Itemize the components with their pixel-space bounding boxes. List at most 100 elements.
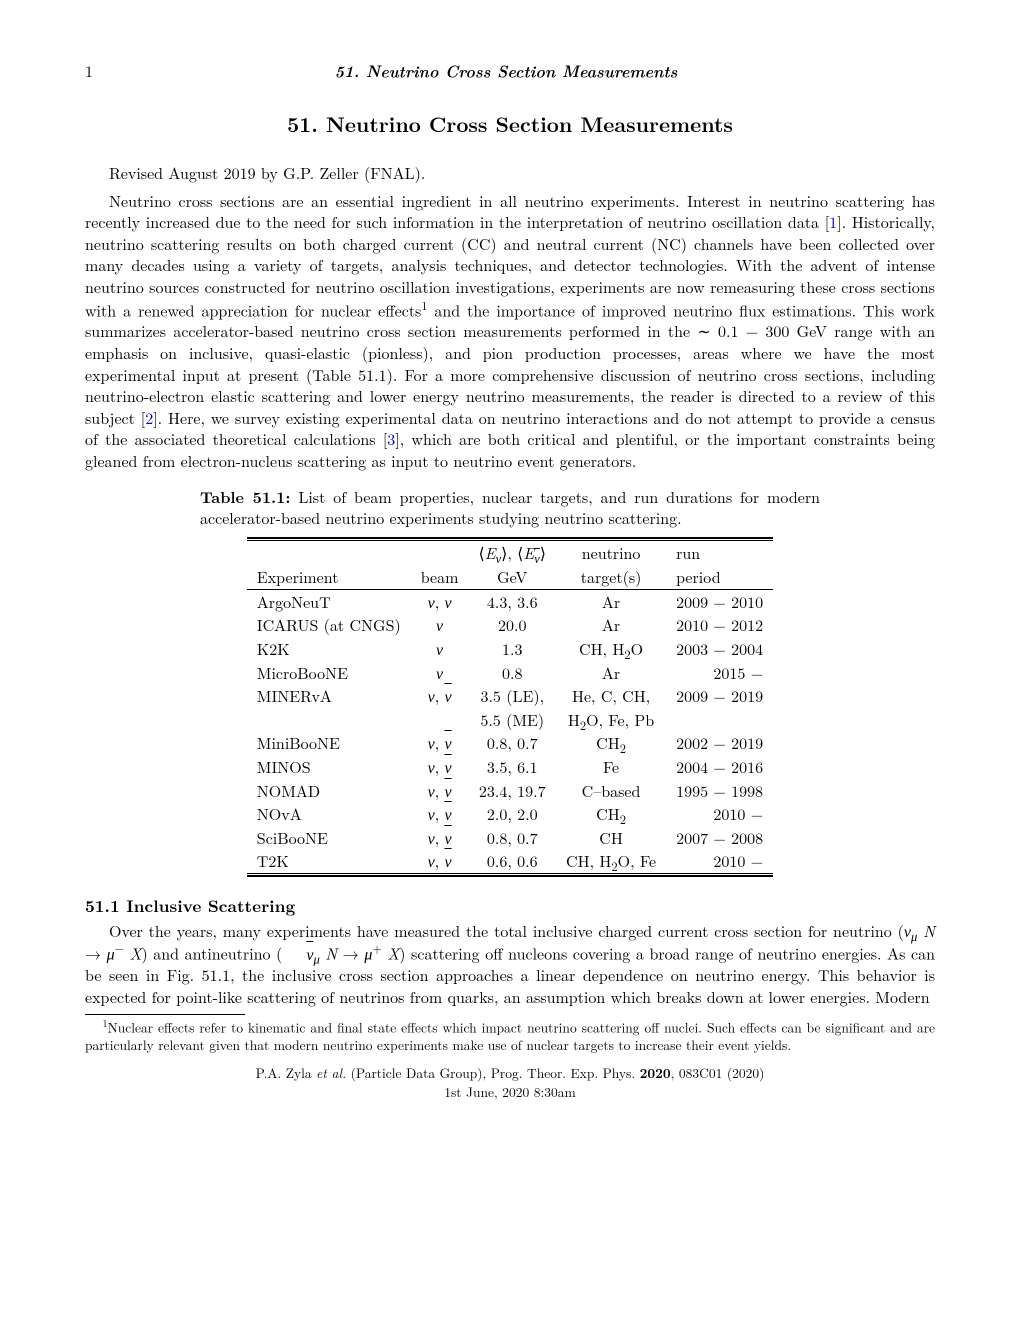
cell-target: Ar bbox=[556, 661, 666, 685]
col-target-top: neutrino bbox=[556, 540, 666, 565]
col-energy-bot: GeV bbox=[468, 565, 556, 589]
col-experiment-label: Experiment bbox=[247, 565, 411, 589]
cell-run: 2007 − 2008 bbox=[666, 826, 773, 850]
table-row: ICARUS (at CNGS) ν 20.0 Ar 2010 − 2012 bbox=[247, 613, 773, 637]
cell-beam: ν bbox=[411, 613, 469, 637]
section-heading: 51.1 Inclusive Scattering bbox=[85, 895, 935, 918]
cell-beam: ν, ν bbox=[411, 684, 469, 708]
table-caption-text: List of beam properties, nuclear targets… bbox=[200, 485, 820, 530]
cell-exp: SciBooNE bbox=[247, 826, 411, 850]
cell-beam: ν, ν bbox=[411, 779, 469, 803]
document-title: 51. Neutrino Cross Section Measurements bbox=[85, 110, 935, 138]
cell-run: 2009 − 2010 bbox=[666, 589, 773, 613]
cell-energy: 23.4, 19.7 bbox=[468, 779, 556, 803]
cell-energy: 2.0, 2.0 bbox=[468, 802, 556, 826]
footer-line-1: P.A. Zyla et al. (Particle Data Group), … bbox=[85, 1064, 935, 1082]
experiments-table: ⟨Eν⟩, ⟨Eν⟩ neutrino run Experiment beam … bbox=[247, 537, 773, 877]
section-body: Over the years, many experiments have me… bbox=[85, 920, 935, 1008]
ref-link-1[interactable]: 1 bbox=[829, 210, 837, 233]
footer-text-bold: 2020 bbox=[640, 1063, 671, 1082]
table-row: MINOS ν, ν 3.5, 6.1 Fe 2004 − 2016 bbox=[247, 755, 773, 779]
cell-exp: NOMAD bbox=[247, 779, 411, 803]
cell-run: 2010 − 2012 bbox=[666, 613, 773, 637]
cell-beam: ν, ν bbox=[411, 849, 469, 873]
col-run-bot: period bbox=[666, 565, 773, 589]
cell-target: He, C, CH, bbox=[556, 684, 666, 708]
cell-exp: MiniBooNE bbox=[247, 731, 411, 755]
table-row: MINERvA ν, ν 3.5 (LE), He, C, CH, 2009 −… bbox=[247, 684, 773, 708]
cell-energy: 5.5 (ME) bbox=[468, 708, 556, 732]
col-experiment bbox=[247, 540, 411, 565]
cell-exp: NOvA bbox=[247, 802, 411, 826]
cell-target: C–based bbox=[556, 779, 666, 803]
cell-exp: ArgoNeuT bbox=[247, 589, 411, 613]
table-row: MicroBooNE ν 0.8 Ar 2015 − bbox=[247, 661, 773, 685]
cell-target: CH2 bbox=[556, 802, 666, 826]
table-row: K2K ν 1.3 CH, H2O 2003 − 2004 bbox=[247, 637, 773, 661]
cell-run: 2009 − 2019 bbox=[666, 684, 773, 708]
footer-text: (Particle Data Group), Prog. Theor. Exp.… bbox=[346, 1063, 639, 1082]
table-caption-label: Table 51.1: bbox=[200, 485, 290, 508]
cell-exp: ICARUS (at CNGS) bbox=[247, 613, 411, 637]
cell-target: H2O, Fe, Pb bbox=[556, 708, 666, 732]
cell-target: CH, H2O, Fe bbox=[556, 849, 666, 873]
cell-run: 2004 − 2016 bbox=[666, 755, 773, 779]
cell-beam: ν, ν bbox=[411, 731, 469, 755]
footnote-text: Nuclear effects refer to kinematic and f… bbox=[85, 1017, 935, 1054]
cell-beam: ν, ν bbox=[411, 589, 469, 613]
cell-run: 2010 − bbox=[666, 802, 773, 826]
cell-energy: 0.8 bbox=[468, 661, 556, 685]
footnote-rule bbox=[85, 1014, 245, 1015]
cell-run: 1995 − 1998 bbox=[666, 779, 773, 803]
cell-run: 2010 − bbox=[666, 849, 773, 873]
cell-exp: MicroBooNE bbox=[247, 661, 411, 685]
cell-energy: 0.8, 0.7 bbox=[468, 826, 556, 850]
footer-line-2: 1st June, 2020 8:30am bbox=[85, 1083, 935, 1101]
footer-text: , 083C01 (2020) bbox=[671, 1063, 765, 1082]
cell-energy: 3.5, 6.1 bbox=[468, 755, 556, 779]
cell-energy: 20.0 bbox=[468, 613, 556, 637]
cell-run bbox=[666, 708, 773, 732]
cell-beam: ν, ν bbox=[411, 826, 469, 850]
table-row: ArgoNeuT ν, ν 4.3, 3.6 Ar 2009 − 2010 bbox=[247, 589, 773, 613]
cell-exp: MINERvA bbox=[247, 684, 411, 708]
footnote: 1Nuclear effects refer to kinematic and … bbox=[85, 1017, 935, 1055]
cell-energy: 3.5 (LE), bbox=[468, 684, 556, 708]
cell-exp: K2K bbox=[247, 637, 411, 661]
intro-paragraph: Neutrino cross sections are an essential… bbox=[85, 190, 935, 472]
cell-target: CH2 bbox=[556, 731, 666, 755]
cell-beam bbox=[411, 708, 469, 732]
page-number: 1 bbox=[85, 60, 93, 82]
cell-beam: ν, ν bbox=[411, 755, 469, 779]
cell-beam: ν bbox=[411, 661, 469, 685]
col-run-top: run bbox=[666, 540, 773, 565]
footer-text: P.A. Zyla bbox=[256, 1063, 317, 1082]
cell-energy: 0.6, 0.6 bbox=[468, 849, 556, 873]
cell-energy: 1.3 bbox=[468, 637, 556, 661]
table-row: SciBooNE ν, ν 0.8, 0.7 CH 2007 − 2008 bbox=[247, 826, 773, 850]
cell-exp: T2K bbox=[247, 849, 411, 873]
cell-run: 2015 − bbox=[666, 661, 773, 685]
cell-exp: MINOS bbox=[247, 755, 411, 779]
footer-text-italic: et al. bbox=[316, 1063, 346, 1082]
cell-target: CH, H2O bbox=[556, 637, 666, 661]
cell-run: 2002 − 2019 bbox=[666, 731, 773, 755]
revised-line: Revised August 2019 by G.P. Zeller (FNAL… bbox=[85, 162, 935, 184]
table-row: NOvA ν, ν 2.0, 2.0 CH2 2010 − bbox=[247, 802, 773, 826]
table-row: NOMAD ν, ν 23.4, 19.7 C–based 1995 − 199… bbox=[247, 779, 773, 803]
col-energy-top: ⟨Eν⟩, ⟨Eν⟩ bbox=[468, 540, 556, 565]
page-footer: P.A. Zyla et al. (Particle Data Group), … bbox=[85, 1064, 935, 1100]
table-row: 5.5 (ME) H2O, Fe, Pb bbox=[247, 708, 773, 732]
cell-energy: 4.3, 3.6 bbox=[468, 589, 556, 613]
cell-exp bbox=[247, 708, 411, 732]
cell-beam: ν, ν bbox=[411, 802, 469, 826]
cell-target: Ar bbox=[556, 613, 666, 637]
table-row: MiniBooNE ν, ν 0.8, 0.7 CH2 2002 − 2019 bbox=[247, 731, 773, 755]
col-beam bbox=[411, 540, 469, 565]
table-caption: Table 51.1: List of beam properties, nuc… bbox=[200, 486, 820, 529]
running-title: 51. Neutrino Cross Section Measurements bbox=[93, 60, 919, 82]
col-beam-label: beam bbox=[411, 565, 469, 589]
intro-text-a: Neutrino cross sections are an essential… bbox=[85, 189, 935, 234]
cell-energy: 0.8, 0.7 bbox=[468, 731, 556, 755]
cell-target: Ar bbox=[556, 589, 666, 613]
